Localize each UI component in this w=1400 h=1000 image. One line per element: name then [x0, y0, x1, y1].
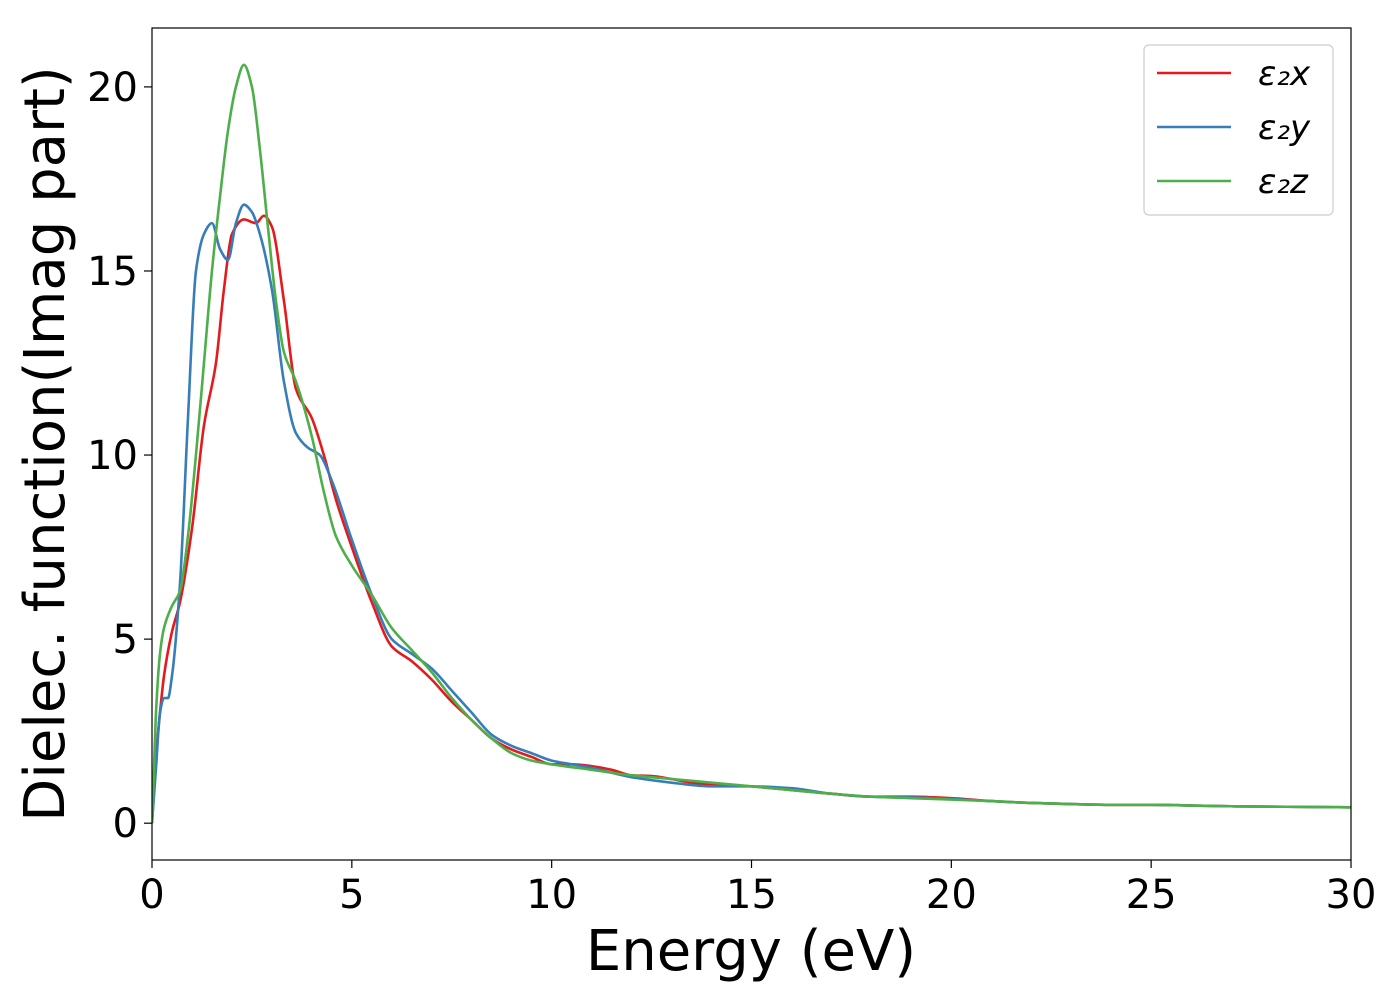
x-tick-label: 25 — [1126, 872, 1177, 918]
legend-label-2: ε₂y — [1258, 108, 1311, 148]
series-line-2 — [152, 203, 1351, 824]
x-axis-title: Energy (eV) — [586, 919, 916, 984]
legend-label-3: ε₂z — [1258, 162, 1309, 202]
series-layer — [152, 63, 1351, 824]
x-axis-ticks: 0 5 10 15 20 25 30 — [139, 860, 1376, 918]
x-tick-label: 15 — [726, 872, 777, 918]
x-tick-label: 30 — [1326, 872, 1377, 918]
legend-items: ε₂x ε₂y ε₂z — [1157, 54, 1311, 202]
y-tick-label: 15 — [87, 249, 138, 295]
legend-box — [1143, 44, 1334, 216]
legend: ε₂x ε₂y ε₂z — [1143, 44, 1334, 216]
y-tick-label: 10 — [87, 433, 138, 479]
y-tick-label: 20 — [87, 65, 138, 111]
x-tick-label: 5 — [339, 872, 364, 918]
series-line-3 — [152, 63, 1351, 824]
x-tick-label: 10 — [526, 872, 577, 918]
y-tick-label: 5 — [113, 617, 138, 663]
x-tick-label: 0 — [139, 872, 164, 918]
y-axis-title: Dielec. function(Imag part) — [13, 66, 78, 822]
y-axis-ticks: 0 5 10 15 20 — [87, 65, 152, 847]
legend-label-1: ε₂x — [1258, 54, 1311, 94]
x-tick-label: 20 — [926, 872, 977, 918]
y-tick-label: 0 — [113, 801, 138, 847]
